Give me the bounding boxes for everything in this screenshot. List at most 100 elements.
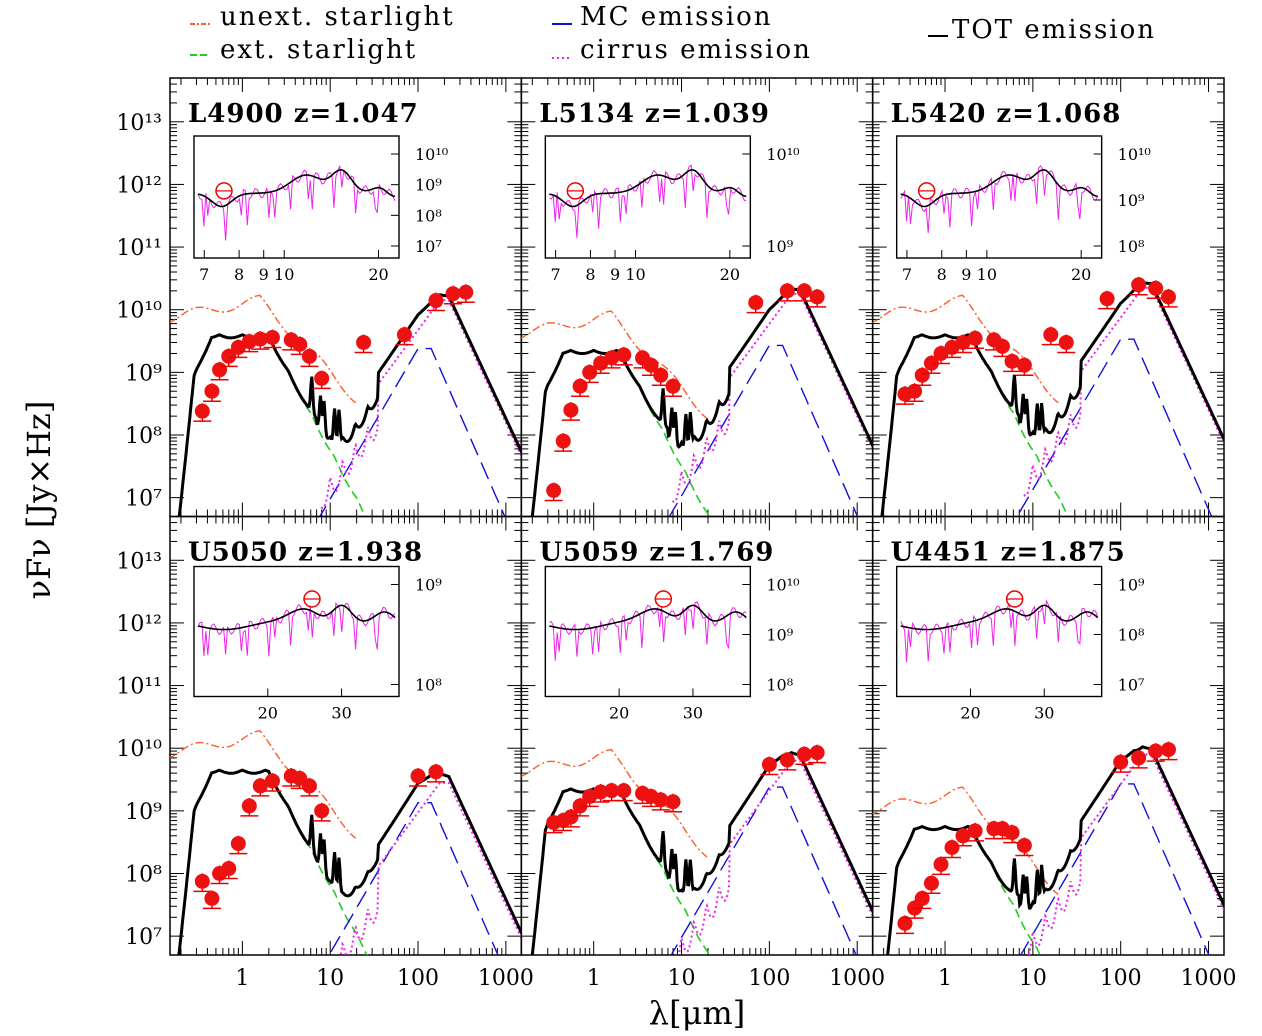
unext-starlight-line [170, 730, 357, 839]
photometry-point [230, 836, 246, 852]
inset-y-tick-label: 10¹⁰ [415, 145, 448, 164]
inset-y-tick-label: 10⁸ [415, 676, 442, 695]
inset-frame [544, 565, 752, 698]
inset-model-line [197, 604, 396, 631]
ext-starlight-line [988, 367, 1069, 517]
y-tick-label: 10¹⁰ [116, 299, 162, 324]
cirrus-emission-line [320, 299, 522, 510]
photometry-point [779, 283, 795, 299]
photometry-point [967, 823, 983, 839]
photometry-point [897, 915, 913, 931]
y-tick-label: 10¹² [116, 173, 162, 198]
tot-emission-line [530, 287, 873, 517]
inset-x-tick-label: 9 [610, 265, 620, 284]
inset-x-tick-label: 8 [585, 265, 595, 284]
photometry-point [314, 803, 330, 819]
inset-frame [544, 135, 752, 259]
photometry-point [748, 295, 764, 311]
mc-emission-line [1016, 338, 1213, 517]
photometry-point [204, 383, 220, 399]
y-tick-label: 10¹¹ [116, 675, 162, 700]
inset-x-tick-label: 8 [937, 265, 947, 284]
photometry-point [933, 856, 949, 872]
photometry-point [410, 768, 426, 784]
inset-y-tick-label: 10⁷ [1118, 676, 1145, 695]
photometry-point [923, 875, 939, 891]
inset-x-tick-label: 20 [960, 704, 980, 723]
inset-x-tick-label: 30 [683, 704, 703, 723]
inset-y-tick-label: 10⁹ [1118, 191, 1145, 210]
tot-emission-line [530, 750, 873, 955]
legend-label-mc: MC emission [580, 2, 773, 32]
inset-frame [895, 135, 1103, 259]
inset-spectrum-line [197, 165, 396, 241]
inset-x-tick-label: 20 [1071, 265, 1091, 284]
mc-emission-line [1019, 783, 1210, 955]
x-tick-label: 100 [748, 966, 790, 991]
inset-x-tick-label: 9 [961, 265, 971, 284]
inset-y-tick-label: 10¹⁰ [766, 145, 799, 164]
inset-y-tick-label: 10⁸ [415, 206, 442, 225]
ext-starlight-line [988, 859, 1041, 955]
photometry-point [1043, 327, 1059, 343]
x-tick-label: 1000 [478, 966, 534, 991]
inset-frame [193, 135, 400, 259]
photometry-point [665, 378, 681, 394]
x-tick-label: 1 [235, 966, 249, 991]
y-tick-label: 10⁹ [125, 361, 162, 386]
inset-model-line [197, 169, 396, 208]
panel-0: 10⁷ 10⁸ 10⁹ 10¹⁰ 10¹¹ 10¹² 10¹³ L4900 z=1.047 7 8… [116, 77, 523, 518]
panel-4: 1 10 100 1000 U5059 z=1.769 20 30 10¹⁰ 10⁹ 10⁸ [520, 515, 885, 991]
inset-spectrum-line [549, 164, 747, 238]
panel-title: U5050 z=1.938 [188, 538, 423, 568]
photometry-point [212, 362, 228, 378]
photometry-point [1148, 743, 1164, 759]
photometry-point [994, 338, 1010, 354]
inset-frame [193, 565, 400, 698]
photometry-point [546, 483, 562, 499]
inset-model-line [900, 604, 1099, 631]
photometry-point [301, 348, 317, 364]
photometry-point [582, 364, 598, 380]
photometry-point [221, 348, 237, 364]
inset-x-tick-label: 7 [550, 265, 560, 284]
photometry-point [1131, 277, 1147, 293]
photometry-point [252, 778, 268, 794]
x-axis-title: λ[μm] [649, 994, 745, 1032]
y-tick-label: 10¹⁰ [116, 737, 162, 762]
y-tick-label: 10⁹ [125, 800, 162, 825]
photometry-point [1131, 750, 1147, 766]
x-tick-label: 10 [1019, 966, 1047, 991]
inset-y-tick-label: 10¹⁰ [1118, 145, 1151, 164]
inset-x-tick-label: 8 [234, 265, 244, 284]
cirrus-emission-line [339, 781, 522, 955]
cirrus-emission-line [1023, 286, 1225, 497]
inset-x-tick-label: 20 [368, 265, 388, 284]
panel-2: L5420 z=1.068 7 8 9 10 20 10¹⁰ 10⁹ 10⁸ [871, 77, 1225, 518]
photometry-point [458, 284, 474, 300]
unext-starlight-line [872, 786, 1059, 896]
inset-y-tick-label: 10⁹ [1118, 576, 1145, 595]
x-tick-label: 1000 [1181, 966, 1237, 991]
inset-y-tick-label: 10⁹ [415, 576, 442, 595]
inset-model-line [549, 169, 747, 208]
photometry-point [616, 783, 632, 799]
photometry-point [301, 778, 317, 794]
mc-emission-line [670, 786, 857, 955]
tot-emission-line [886, 745, 1225, 955]
y-tick-label: 10⁷ [125, 487, 162, 512]
photometry-point [221, 861, 237, 877]
photometry-point [604, 350, 620, 366]
inset-y-tick-label: 10⁸ [1118, 626, 1145, 645]
photometry-point [779, 752, 795, 768]
inset-x-tick-label: 10 [625, 265, 645, 284]
tot-emission-line [177, 293, 522, 517]
cirrus-emission-line [671, 293, 873, 504]
photometry-point [593, 784, 609, 800]
legend-label-ext: ext. starlight [220, 35, 417, 65]
inset-x-tick-label: 20 [609, 704, 629, 723]
photometry-point [643, 357, 659, 373]
inset-x-tick-label: 10 [977, 265, 997, 284]
y-tick-label: 10⁷ [125, 925, 162, 950]
panel-frame [871, 515, 1225, 956]
